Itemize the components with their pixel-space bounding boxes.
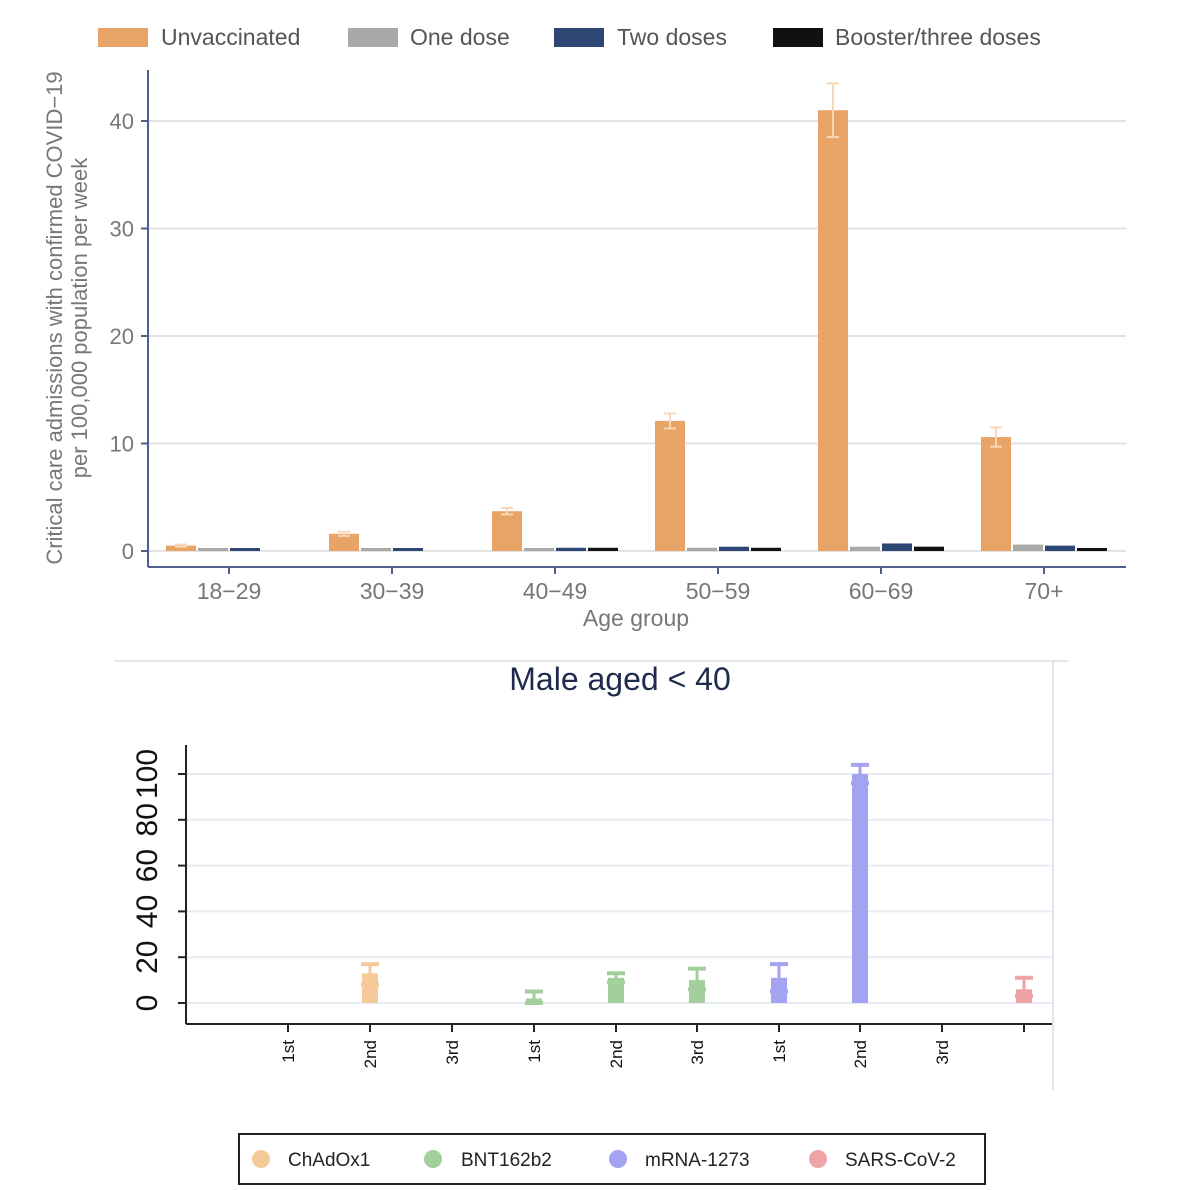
chart1-y-axis-label-line1: Critical care admissions with confirmed … — [42, 71, 67, 564]
chart2-x-tick-label: 2nd — [851, 1040, 870, 1068]
bar-booster-three-doses-50-59 — [751, 547, 781, 551]
chart-admissions-by-age: Unvaccinated One dose Two doses Booster/… — [42, 24, 1126, 631]
chart2-x-tick-label: 1st — [279, 1040, 298, 1063]
chart2-gridlines — [186, 773, 1052, 1004]
legend-label-bnt162b2: BNT162b2 — [461, 1150, 552, 1171]
bar-unvaccinated-70 — [981, 437, 1011, 551]
chart2-x-tick-label: 3rd — [688, 1040, 707, 1065]
chart2-x-tick-label: 3rd — [933, 1040, 952, 1065]
legend-label-one-dose: One dose — [410, 24, 510, 50]
legend-label-sars-cov-2: SARS-CoV-2 — [845, 1150, 956, 1171]
chart2-y-tick-label: 40 — [131, 895, 164, 928]
bar-unvaccinated-30-39 — [329, 533, 359, 551]
chart1-y-axis-label-line2: per 100,000 population per week — [67, 157, 92, 478]
bar-unvaccinated-60-69 — [818, 110, 848, 551]
chart1-x-ticks: 18−29 30−39 40−49 50−59 60−69 70+ — [197, 567, 1064, 604]
bar-one-dose-30-39 — [361, 548, 391, 551]
legend-swatch-booster — [773, 28, 823, 47]
legend-label-unvaccinated: Unvaccinated — [161, 24, 300, 50]
chart2-x-tick-label: 1st — [770, 1040, 789, 1063]
chart2-bars — [361, 762, 1033, 1005]
chart2-title: Male aged < 40 — [509, 661, 731, 697]
bar-two-doses-50-59 — [719, 546, 749, 551]
chart1-y-tick-label: 20 — [110, 324, 134, 349]
chart1-y-tick-label: 0 — [122, 539, 134, 564]
bar-one-dose-60-69 — [850, 546, 880, 551]
chart1-y-tick-label: 30 — [110, 217, 134, 242]
chart2-x-tick-label: 2nd — [607, 1040, 626, 1068]
bar-two-doses-18-29 — [230, 548, 260, 551]
chart1-gridlines — [148, 120, 1126, 552]
bar-mrna-1273-8 — [852, 774, 868, 1003]
legend-label-two-doses: Two doses — [617, 24, 727, 50]
chart1-x-tick-label: 70+ — [1024, 578, 1063, 604]
chart1-x-tick-label: 40−49 — [523, 578, 588, 604]
bar-two-doses-60-69 — [882, 543, 912, 551]
bar-one-dose-70 — [1013, 544, 1043, 551]
chart2-y-tick-label: 80 — [131, 803, 164, 836]
chart2-x-tick-label: 1st — [525, 1040, 544, 1063]
chart1-legend: Unvaccinated One dose Two doses Booster/… — [98, 24, 1041, 50]
chart1-y-tick-label: 10 — [110, 432, 134, 457]
bar-two-doses-70 — [1045, 545, 1075, 551]
chart1-y-ticks: 0 10 20 30 40 — [110, 109, 148, 564]
chart2-x-ticks: 1st 2nd 3rd 1st 2nd 3rd 1st 2nd 3rd — [279, 1024, 1025, 1068]
bar-two-doses-40-49 — [556, 547, 586, 551]
legend-swatch-one-dose — [348, 28, 398, 47]
bar-booster-three-doses-40-49 — [588, 547, 618, 551]
legend-swatch-unvaccinated — [98, 28, 148, 47]
legend-dot-chadox1 — [252, 1150, 270, 1168]
legend-dot-mrna1273 — [609, 1150, 627, 1168]
chart2-y-tick-label: 0 — [131, 995, 164, 1012]
chart1-y-tick-label: 40 — [110, 109, 134, 134]
legend-dot-bnt162b2 — [424, 1150, 442, 1168]
bar-one-dose-40-49 — [524, 548, 554, 551]
bar-booster-three-doses-60-69 — [914, 546, 944, 551]
chart1-x-tick-label: 30−39 — [360, 578, 425, 604]
bar-two-doses-30-39 — [393, 548, 423, 551]
legend-label-mrna1273: mRNA-1273 — [645, 1150, 750, 1171]
legend-label-chadox1: ChAdOx1 — [288, 1150, 370, 1171]
legend-swatch-two-doses — [554, 28, 604, 47]
bar-chadox1-2 — [362, 973, 378, 1003]
chart2-y-tick-label: 20 — [131, 941, 164, 974]
legend-dot-sars-cov-2 — [809, 1150, 827, 1168]
legend-label-booster: Booster/three doses — [835, 24, 1041, 50]
chart2-y-ticks: 0 20 40 60 80 100 — [131, 749, 186, 1011]
bar-bnt162b2-6 — [689, 980, 705, 1003]
bar-unvaccinated-40-49 — [492, 511, 522, 551]
bar-one-dose-50-59 — [687, 547, 717, 551]
chart1-x-axis-label: Age group — [583, 605, 689, 631]
chart2-x-tick-label: 3rd — [443, 1040, 462, 1065]
bar-booster-three-doses-70 — [1077, 548, 1107, 551]
chart1-x-tick-label: 50−59 — [686, 578, 751, 604]
chart1-bars — [166, 82, 1107, 551]
bar-one-dose-18-29 — [198, 548, 228, 551]
chart2-y-tick-label: 100 — [131, 749, 164, 799]
chart2-x-tick-label: 2nd — [361, 1040, 380, 1068]
chart1-x-tick-label: 18−29 — [197, 578, 262, 604]
chart1-x-tick-label: 60−69 — [849, 578, 914, 604]
chart2-y-tick-label: 60 — [131, 849, 164, 882]
bar-unvaccinated-18-29 — [166, 545, 196, 551]
bar-unvaccinated-50-59 — [655, 420, 685, 551]
chart1-y-axis-label: Critical care admissions with confirmed … — [42, 71, 92, 564]
chart2-legend: ChAdOx1 BNT162b2 mRNA-1273 SARS-CoV-2 — [238, 1133, 986, 1185]
